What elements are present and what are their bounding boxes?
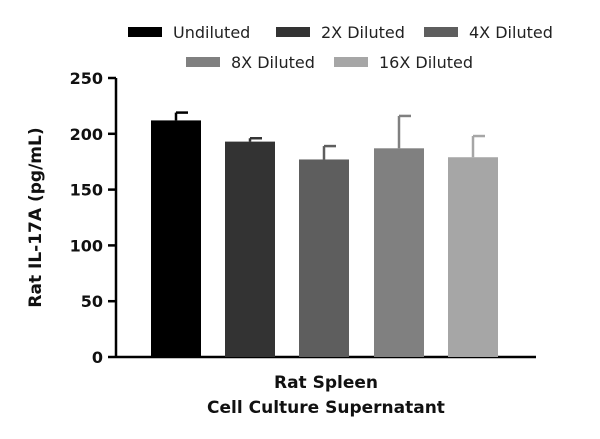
legend-label: 16X Diluted: [379, 53, 473, 72]
bar: [151, 120, 201, 358]
y-tick-label: 250: [70, 69, 103, 88]
y-axis: 0 50 100 150 200 250: [70, 69, 118, 367]
y-tick-label: 100: [70, 236, 103, 255]
legend-label: Undiluted: [173, 23, 250, 42]
bars: [151, 111, 498, 358]
y-tick-label: 150: [70, 181, 103, 200]
legend: Undiluted 2X Diluted 4X Diluted 8X Diluted 1…: [128, 23, 553, 72]
y-axis-title: Rat IL-17A (pg/mL): [26, 127, 46, 307]
x-axis-title-line-1: Rat Spleen: [274, 373, 378, 393]
legend-label: 8X Diluted: [231, 53, 315, 72]
legend-swatch: [276, 27, 310, 37]
legend-swatch: [424, 27, 458, 37]
legend-label: 4X Diluted: [469, 23, 553, 42]
legend-swatch: [186, 57, 220, 67]
y-tick-label: 50: [81, 292, 103, 311]
x-axis-title-line-2: Cell Culture Supernatant: [207, 398, 445, 418]
legend-swatch: [128, 27, 162, 37]
bar: [299, 159, 349, 357]
bar: [374, 148, 424, 357]
y-tick-label: 0: [92, 348, 103, 367]
legend-swatch: [334, 57, 368, 67]
bar: [225, 141, 275, 357]
y-tick-label: 200: [70, 125, 103, 144]
bar: [448, 157, 498, 357]
legend-label: 2X Diluted: [321, 23, 405, 42]
